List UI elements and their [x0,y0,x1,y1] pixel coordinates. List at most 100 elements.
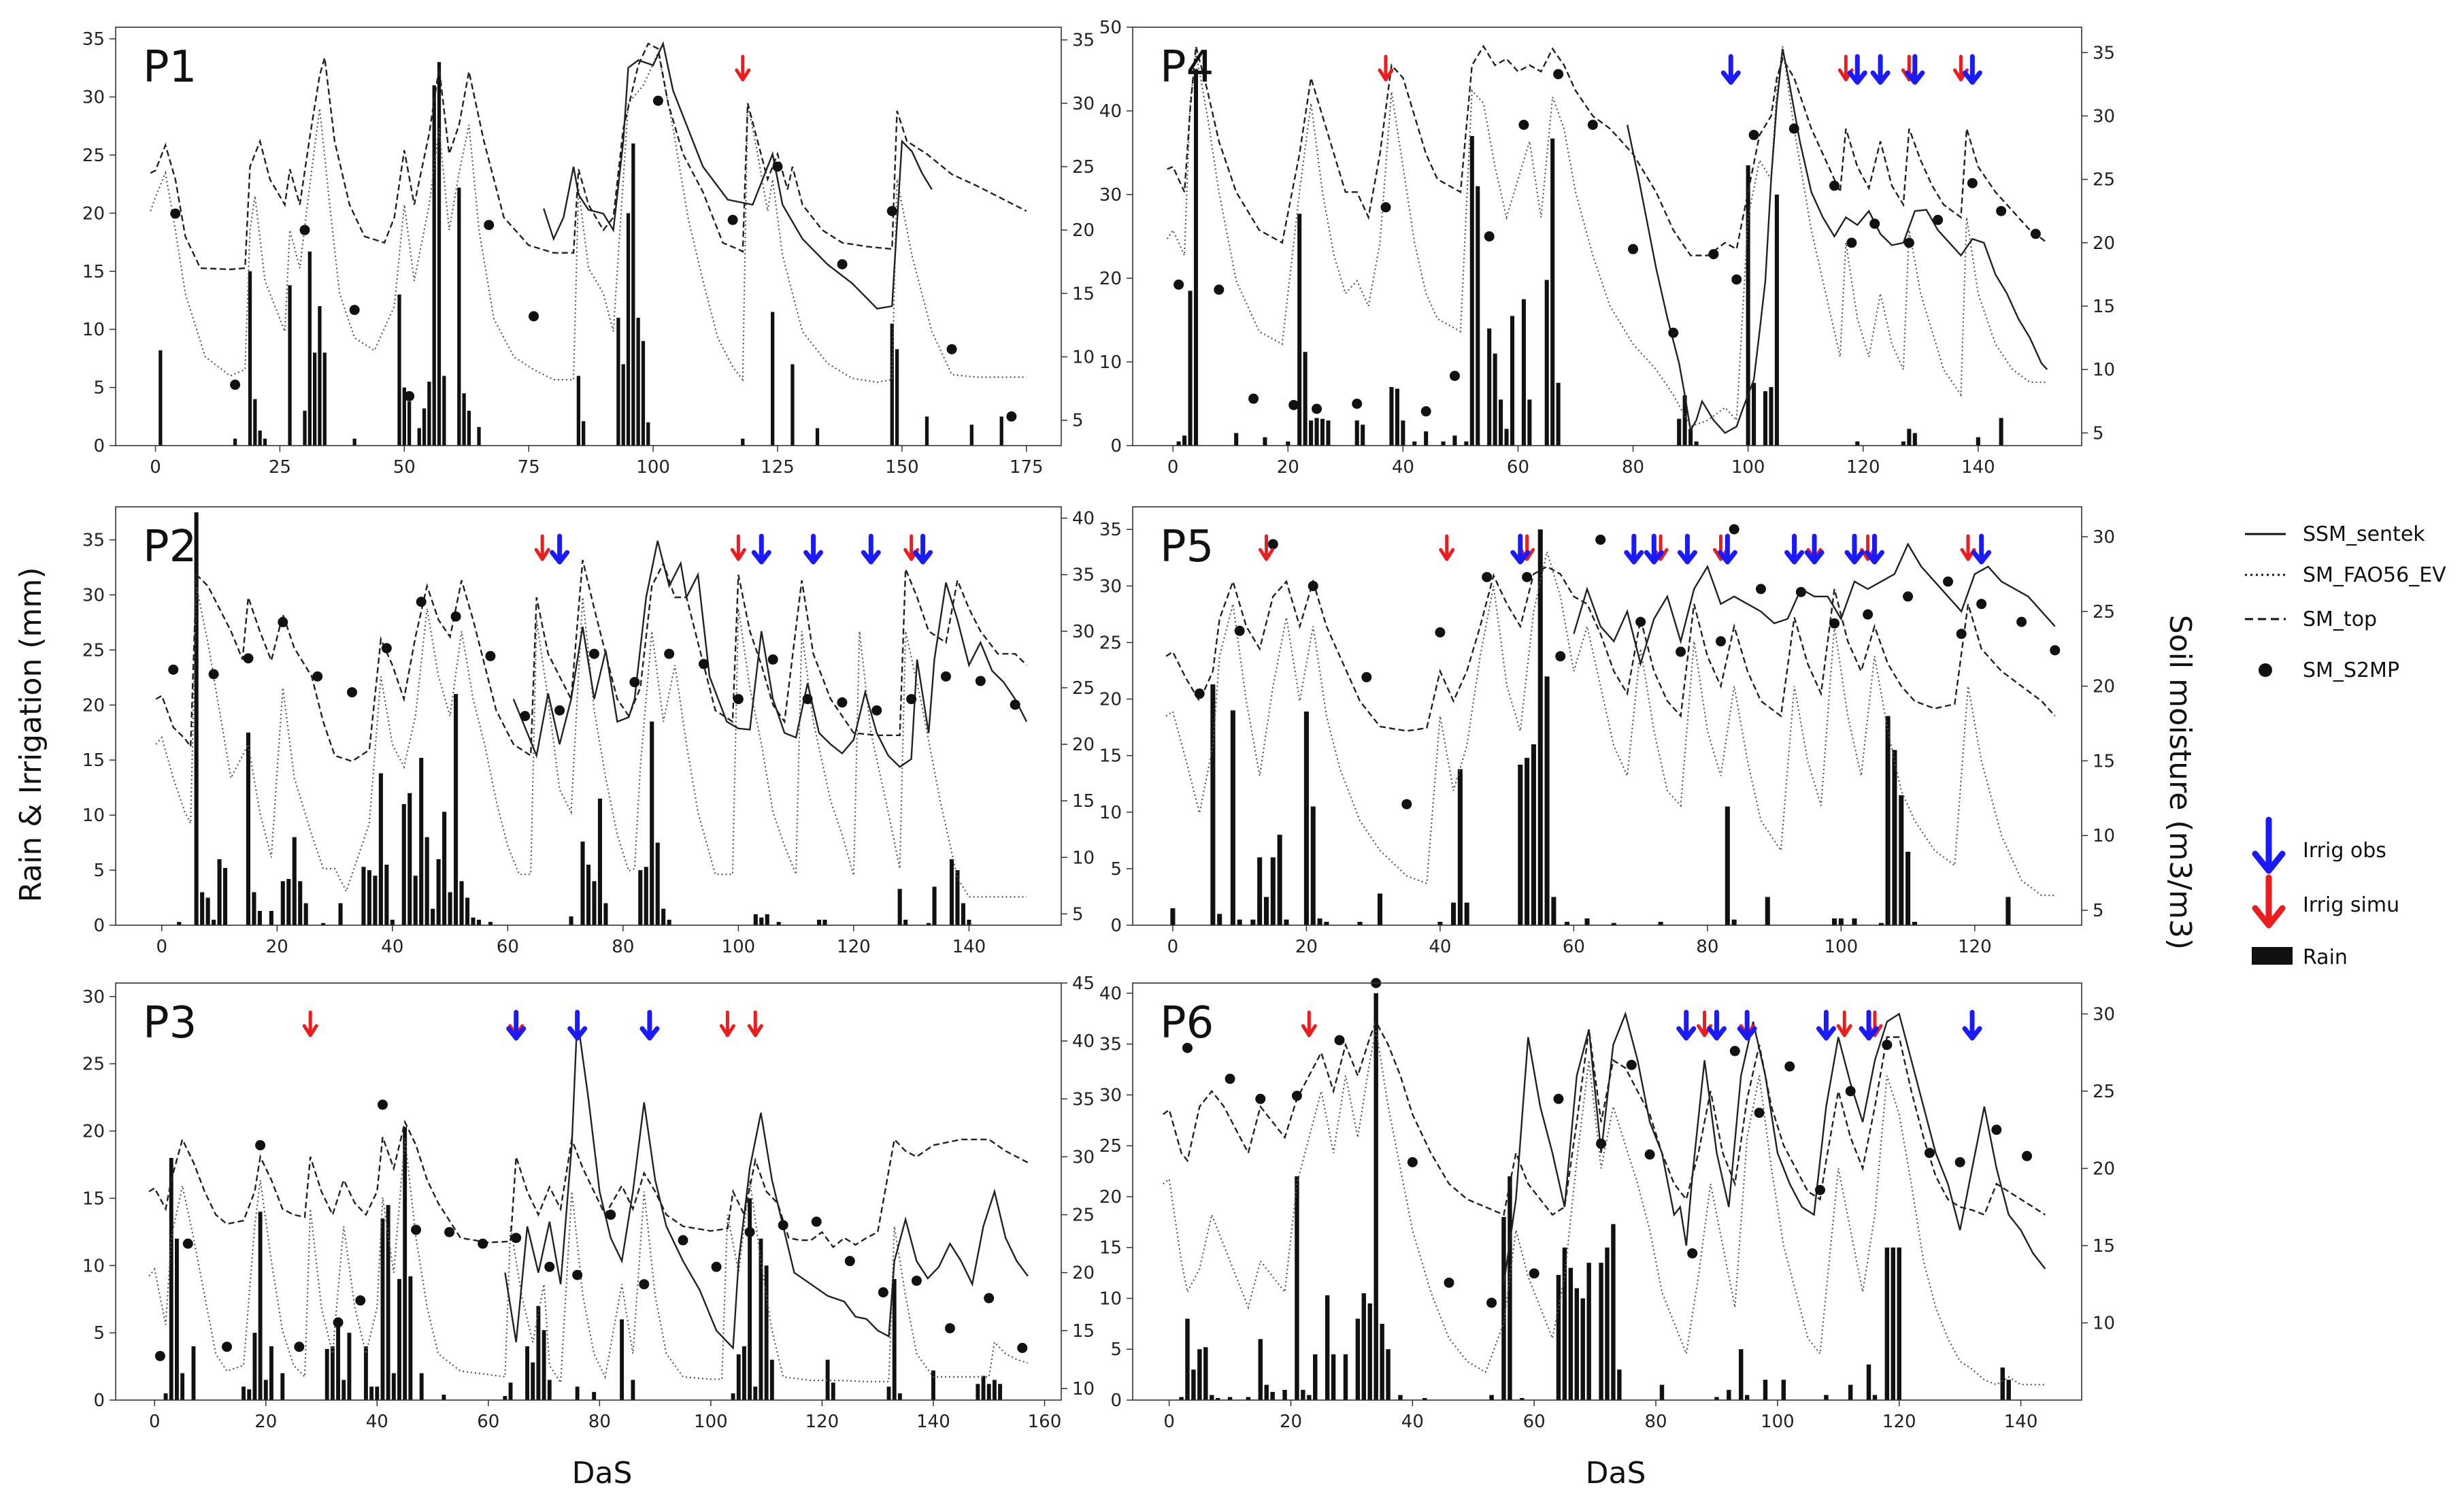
y-left-tick-label-p5: 30 [1099,576,1122,597]
point-sm-s2mp-p6 [1486,1297,1497,1308]
rain-bar-p3 [981,1376,986,1400]
point-sm-s2mp-p6 [1845,1086,1856,1097]
rain-bar-p6 [1325,1295,1330,1400]
rain-bar-p5 [1765,897,1770,925]
panel-p6: 0 20 40 60 80 100 120 140 0 5 10 15 20 25 30 35 40 10 15 20… [1099,978,2115,1432]
rain-bar-p4 [1395,388,1399,446]
point-sm-s2mp-p3 [639,1279,650,1290]
rain-bar-p2 [338,903,343,925]
point-sm-s2mp-p2 [664,648,675,659]
rain-bar-p3 [892,1279,897,1400]
rain-bar-p6 [1264,1384,1269,1400]
rain-bar-p5 [1270,857,1276,925]
rain-bar-p3 [442,1395,446,1400]
rain-bar-p1 [646,422,650,446]
line-sm-top-p1 [150,42,1027,271]
panel-title-p6: P6 [1160,998,1214,1048]
x-axis-label-left: DaS [572,1456,633,1491]
y-left-tick-label-p6: 10 [1099,1289,1122,1309]
y-left-tick-label-p2: 5 [93,861,105,881]
point-sm-s2mp-p3 [411,1225,422,1235]
rain-bar-p5 [1584,918,1590,925]
point-sm-s2mp-p5 [1522,571,1533,582]
rain-bar-p6 [1246,1397,1251,1400]
rain-bar-p3 [280,1373,285,1400]
point-sm-s2mp-p4 [1708,249,1719,260]
rain-bar-p1 [159,350,163,446]
legend-label-ssm-sentek: SSM_sentek [2303,522,2425,546]
point-sm-s2mp-p5 [1755,584,1766,595]
x-tick-label-p1: 100 [636,457,670,478]
x-tick-label-p2: 20 [266,937,288,957]
point-sm-s2mp-p3 [154,1350,165,1361]
line-ssm-sentek-p3 [504,1017,1029,1350]
point-sm-s2mp-p5 [1976,599,1987,610]
arrow-irrig-simu-p1 [735,54,751,82]
arrow-irrig-obs-p2 [861,533,881,565]
y-left-tick-label-p6: 0 [1110,1391,1122,1411]
point-sm-s2mp-p2 [1010,699,1020,710]
rain-bar-p2 [897,888,902,925]
rain-bar-p6 [1520,1398,1525,1400]
rain-bar-p4 [1452,435,1457,446]
point-sm-s2mp-p5 [1555,651,1566,662]
line-ssm-sentek-p5 [1573,542,2056,667]
y-left-tick-label-p5: 10 [1099,803,1122,823]
y-left-tick-label-p1: 25 [82,146,105,166]
rain-bar-p6 [1714,1397,1719,1400]
rain-bar-p5 [1899,795,1904,925]
rain-bar-p1 [895,349,899,446]
x-tick-label-p1: 175 [1010,457,1044,478]
y-right-tick-label-p3: 10 [1072,1379,1095,1399]
line-sm-fao56-p2 [155,586,1027,898]
rain-bar-p1 [462,393,466,446]
y-right-tick-label-p4: 10 [2093,360,2115,380]
rain-bar-p2 [269,910,273,925]
rain-bar-p6 [1307,1395,1312,1400]
rain-bar-p3 [731,1393,735,1400]
rain-bar-p4 [1476,186,1480,446]
arrow-irrig-simu-p5 [1258,534,1274,561]
panel-p5: 0 20 40 60 80 100 120 0 5 10 15 20 25 30 35 5 10 15 20 25 30… [1099,506,2115,957]
x-tick-label-p2: 80 [612,937,634,957]
point-sm-s2mp-p6 [1626,1059,1637,1070]
arrow-irrig-obs-p6 [1816,1010,1836,1041]
rain-bar-p4 [1499,399,1503,446]
x-tick-label-p4: 40 [1392,457,1414,478]
rain-bar-p4 [1286,441,1291,446]
rain-bar-p4 [1361,425,1365,446]
arrow-irrig-obs-p3 [567,1010,588,1041]
rain-bar-p1 [621,364,625,446]
rain-bar-p1 [815,428,820,446]
rain-bar-p6 [1258,1339,1263,1400]
arrow-irrig-obs-p4 [1720,54,1741,85]
arrow-irrig-simu-p2 [730,534,746,561]
rain-bar-p3 [542,1330,546,1400]
y-left-tick-label-p4: 30 [1099,185,1122,205]
rain-bar-p5 [1357,922,1363,925]
rain-bar-p2 [465,897,470,925]
rain-bar-p3 [386,1205,390,1400]
rain-bar-p5 [1537,529,1543,925]
panel-p3: 0 20 40 60 80 100 120 140 160 0 5 10 15 20 25 30 10 15 20 2… [82,974,1095,1432]
panel-p1: 0 25 50 75 100 125 150 175 0 5 10 15 20 25 30 35 5 10 15 20… [82,27,1095,478]
rain-bar-p6 [1508,1176,1512,1400]
arrow-irrig-simu-p6 [1836,1010,1852,1037]
point-sm-s2mp-p4 [1829,180,1839,191]
rain-bar-p1 [318,306,322,446]
point-sm-s2mp-p4 [1967,178,1978,188]
rain-bar-p2 [177,922,182,925]
rain-bar-p1 [969,425,973,446]
rain-bar-p2 [580,842,585,925]
y-left-tick-label-p2: 0 [93,916,105,936]
point-sm-s2mp-p5 [1595,534,1606,545]
point-sm-s2mp-p3 [333,1317,344,1328]
point-sm-s2mp-p1 [299,225,310,235]
rain-bar-p6 [1659,1384,1665,1400]
rain-bar-p6 [1611,1224,1616,1400]
point-sm-s2mp-p4 [1996,205,2007,216]
rain-bar-p6 [1185,1318,1190,1400]
rain-bar-p6 [1361,1293,1367,1400]
rain-bar-p3 [191,1346,196,1400]
rain-bar-p2 [390,919,395,925]
